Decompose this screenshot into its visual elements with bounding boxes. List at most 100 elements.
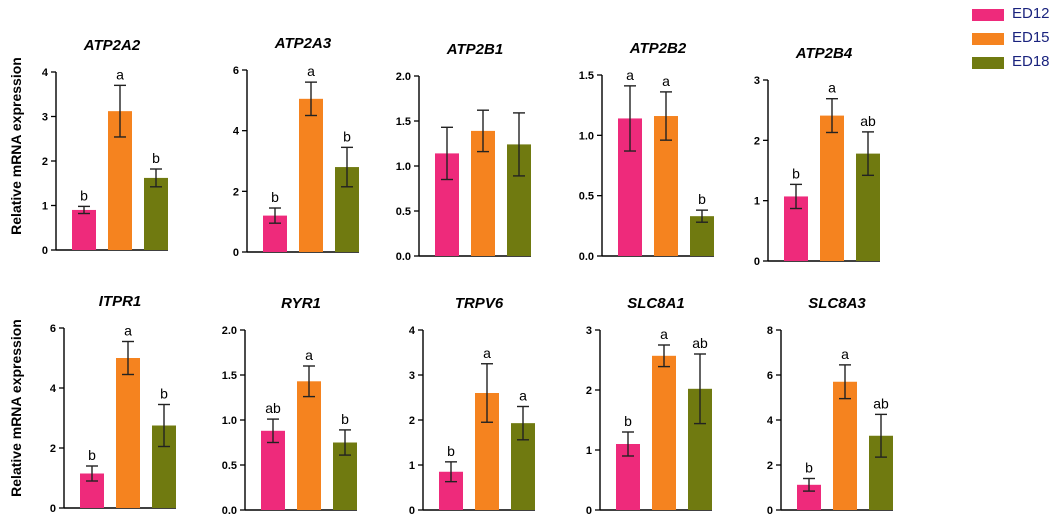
y-tick-label-atp2b1: 1.0 (396, 161, 411, 173)
panel-atp2b4: ATP2B4 0 1 2 3 b a ab (754, 45, 880, 268)
panel-atp2b2: ATP2B2 0.0 0.5 1.0 1.5 a a b (579, 40, 714, 263)
significance-letter-slc8a3-ed15: a (841, 346, 849, 362)
y-tick-label-slc8a1: 2 (586, 385, 592, 397)
y-tick-label-ryr1: 0.5 (222, 460, 237, 472)
y-axis-label-row1: Relative mRNA expression (8, 57, 24, 235)
y-tick-label-itpr1: 0 (50, 503, 56, 515)
y-tick-label-atp2b1: 0.0 (396, 251, 411, 263)
y-tick-label-trpv6: 2 (409, 415, 415, 427)
panel-atp2a2: ATP2A2 0 1 2 3 4 b a b (42, 37, 168, 257)
significance-letter-ryr1-ed15: a (305, 347, 313, 363)
y-tick-label-slc8a1: 3 (586, 325, 592, 337)
panel-title-itpr1: ITPR1 (99, 293, 142, 310)
legend-label-ed15: ED15 (1012, 29, 1050, 46)
significance-letter-atp2b4-ed12: b (792, 165, 800, 181)
significance-letter-itpr1-ed12: b (88, 447, 96, 463)
legend-label-ed18: ED18 (1012, 53, 1050, 70)
legend-swatch-ed15 (972, 33, 1004, 45)
significance-letter-itpr1-ed18: b (160, 386, 168, 402)
y-tick-label-slc8a3: 2 (767, 460, 773, 472)
y-axis-label-row2: Relative mRNA expression (8, 319, 24, 497)
significance-letter-slc8a1-ed18: ab (692, 335, 708, 351)
y-tick-label-atp2a2: 4 (42, 67, 49, 79)
y-tick-label-atp2a3: 0 (233, 247, 239, 259)
significance-letter-atp2b2-ed12: a (626, 67, 634, 83)
y-tick-label-slc8a1: 1 (586, 445, 592, 457)
significance-letter-atp2b4-ed15: a (828, 80, 836, 96)
bar-slc8a3-ed15 (833, 381, 857, 510)
panel-title-ryr1: RYR1 (281, 295, 321, 312)
y-tick-label-atp2b4: 3 (754, 75, 760, 87)
significance-letter-slc8a3-ed18: ab (873, 395, 889, 411)
panel-title-atp2b1: ATP2B1 (446, 41, 503, 58)
y-tick-label-slc8a3: 4 (767, 415, 774, 427)
y-tick-label-atp2a2: 3 (42, 112, 48, 124)
y-tick-label-slc8a3: 6 (767, 370, 773, 382)
y-tick-label-atp2b2: 0.0 (579, 251, 594, 263)
y-tick-label-slc8a3: 8 (767, 325, 773, 337)
y-tick-label-atp2b4: 1 (754, 196, 760, 208)
significance-letter-itpr1-ed15: a (124, 323, 132, 339)
significance-letter-atp2a3-ed15: a (307, 63, 315, 79)
significance-letter-ryr1-ed18: b (341, 411, 349, 427)
bar-ryr1-ed15 (297, 381, 321, 510)
bar-ryr1-ed12 (261, 430, 285, 510)
panel-title-atp2a3: ATP2A3 (274, 35, 332, 52)
legend-swatch-ed12 (972, 9, 1004, 21)
panel-title-slc8a3: SLC8A3 (808, 295, 866, 312)
y-tick-label-atp2a3: 2 (233, 186, 239, 198)
legend-item-ed18: ED18 (968, 52, 1052, 76)
legend-swatch-ed18 (972, 57, 1004, 69)
y-tick-label-ryr1: 1.5 (222, 370, 237, 382)
y-tick-label-trpv6: 3 (409, 370, 415, 382)
legend: ED12 ED15 ED18 (968, 4, 1052, 76)
y-tick-label-atp2b2: 1.0 (579, 130, 594, 142)
legend-label-ed12: ED12 (1012, 5, 1050, 22)
significance-letter-trpv6-ed18: a (519, 388, 527, 404)
significance-letter-atp2a3-ed18: b (343, 128, 351, 144)
significance-letter-atp2a2-ed18: b (152, 150, 160, 166)
legend-item-ed15: ED15 (968, 28, 1052, 52)
y-tick-label-trpv6: 1 (409, 460, 415, 472)
panel-itpr1: ITPR1 0 2 4 6 b a b (50, 293, 176, 515)
y-tick-label-atp2b1: 2.0 (396, 71, 411, 83)
significance-letter-atp2b4-ed18: ab (860, 113, 876, 129)
y-tick-label-slc8a3: 0 (767, 505, 773, 517)
significance-letter-slc8a1-ed12: b (624, 413, 632, 429)
panel-title-atp2a2: ATP2A2 (83, 37, 141, 54)
y-tick-label-atp2b1: 0.5 (396, 206, 411, 218)
significance-letter-slc8a1-ed15: a (660, 326, 668, 342)
y-tick-label-itpr1: 2 (50, 443, 56, 455)
y-tick-label-atp2b2: 0.5 (579, 191, 594, 203)
significance-letter-slc8a3-ed12: b (805, 460, 813, 476)
y-tick-label-atp2a2: 1 (42, 201, 48, 213)
bar-atp2a2-ed18 (144, 177, 168, 250)
y-tick-label-atp2b4: 2 (754, 135, 760, 147)
y-tick-label-ryr1: 2.0 (222, 325, 237, 337)
panel-title-trpv6: TRPV6 (455, 295, 504, 312)
panel-slc8a3: SLC8A3 0 2 4 6 8 b a ab (767, 295, 893, 517)
bar-atp2b4-ed15 (820, 115, 844, 261)
y-tick-label-atp2b4: 0 (754, 256, 760, 268)
y-tick-label-trpv6: 0 (409, 505, 415, 517)
y-tick-label-atp2a2: 2 (42, 156, 48, 168)
y-tick-label-itpr1: 6 (50, 323, 56, 335)
y-tick-label-atp2b2: 1.5 (579, 70, 594, 82)
y-tick-label-itpr1: 4 (50, 383, 57, 395)
bar-atp2a3-ed15 (299, 98, 323, 252)
y-tick-label-ryr1: 0.0 (222, 505, 237, 517)
significance-letter-atp2a2-ed12: b (80, 187, 88, 203)
significance-letter-atp2a2-ed15: a (116, 66, 124, 82)
panel-title-atp2b4: ATP2B4 (795, 45, 853, 62)
legend-item-ed12: ED12 (968, 4, 1052, 28)
y-tick-label-atp2b1: 1.5 (396, 116, 411, 128)
y-tick-label-trpv6: 4 (409, 325, 416, 337)
significance-letter-atp2b2-ed15: a (662, 73, 670, 89)
significance-letter-atp2b2-ed18: b (698, 191, 706, 207)
y-tick-label-atp2a3: 4 (233, 126, 240, 138)
significance-letter-trpv6-ed12: b (447, 443, 455, 459)
significance-letter-ryr1-ed12: ab (265, 400, 281, 416)
significance-letter-trpv6-ed15: a (483, 345, 491, 361)
